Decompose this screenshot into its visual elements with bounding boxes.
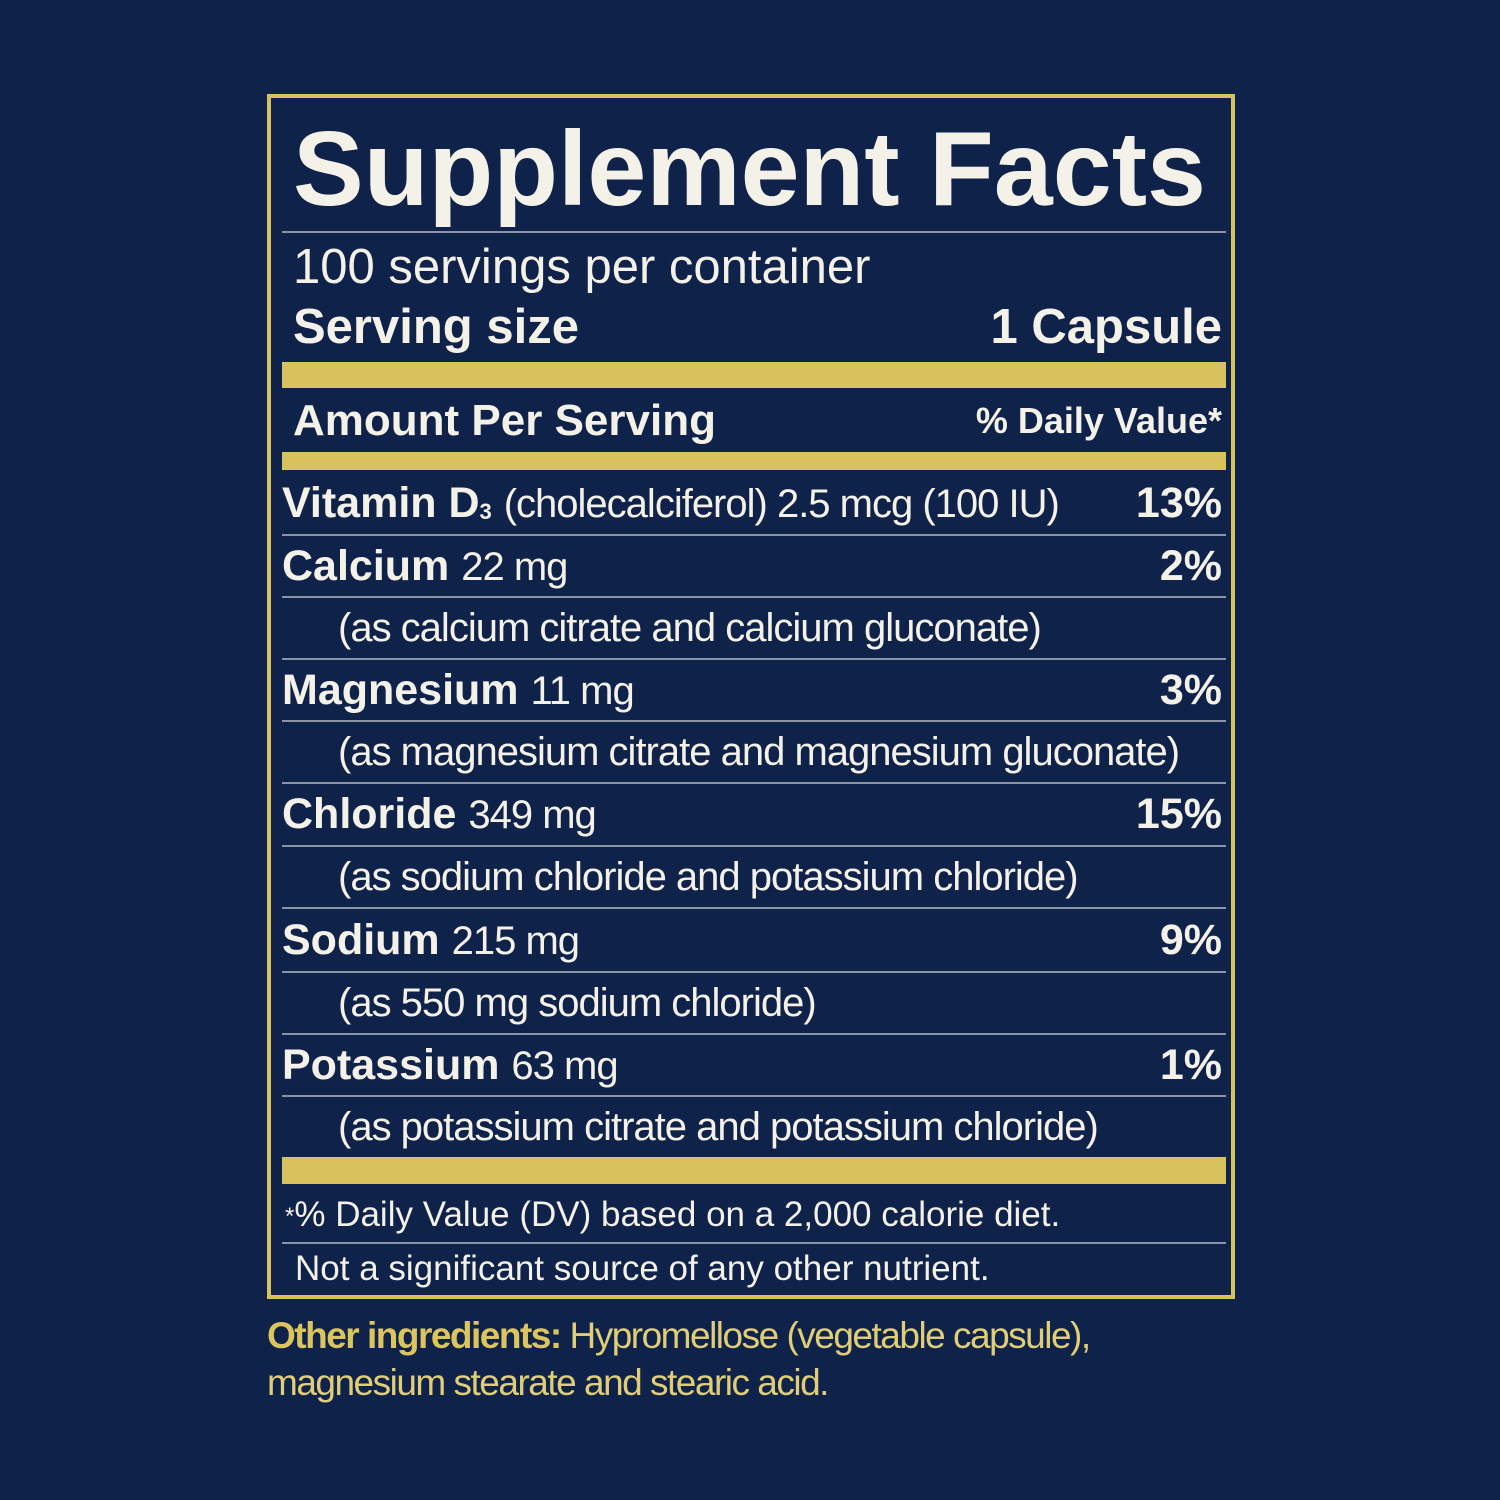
other-ingredients: Other ingredients: Hypromellose (vegetab… <box>267 1312 1257 1406</box>
gold-bar <box>282 452 1226 470</box>
nutrient-name: Chloride <box>282 789 457 838</box>
nutrient-source: (as calcium citrate and calcium gluconat… <box>338 605 1042 650</box>
daily-value-footnote: *% Daily Value (DV) based on a 2,000 cal… <box>285 1195 1061 1234</box>
nutrient-row-chloride: Chloride 349 mg 15% <box>282 784 1222 844</box>
nutrient-dv: 3% <box>1159 665 1222 714</box>
nutrient-row-sodium: Sodium 215 mg 9% <box>282 909 1222 971</box>
nutrient-source: (as sodium chloride and potassium chlori… <box>338 854 1079 899</box>
other-ingredients-text: Hypromellose (vegetable capsule), magnes… <box>267 1315 1091 1403</box>
servings-per-container: 100 servings per container <box>293 238 1222 296</box>
amount-header-row: Amount Per Serving % Daily Value* <box>293 390 1222 452</box>
serving-size-value: 1 Capsule <box>990 300 1222 354</box>
nutrient-name: Vitamin D3 <box>282 478 492 527</box>
nutrient-amount: 349 mg <box>468 792 596 837</box>
nutrient-dv: 15% <box>1135 789 1222 838</box>
nutrient-name: Calcium <box>282 541 450 590</box>
divider <box>282 231 1226 233</box>
nutrient-amount: (cholecalciferol) 2.5 mcg (100 IU) <box>503 481 1060 526</box>
other-ingredients-label: Other ingredients: <box>267 1315 562 1356</box>
nutrient-amount: 11 mg <box>530 668 635 713</box>
nutrient-name: Potassium <box>282 1040 500 1089</box>
nutrient-row-vitamin-d: Vitamin D3 (cholecalciferol) 2.5 mcg (10… <box>282 472 1222 534</box>
nutrient-source: (as 550 mg sodium chloride) <box>338 980 817 1025</box>
nutrient-dv: 13% <box>1135 478 1222 527</box>
nutrient-amount: 215 mg <box>451 918 580 963</box>
nutrient-amount: 22 mg <box>461 544 568 589</box>
serving-size-label: Serving size <box>293 300 579 354</box>
servings-text: 100 servings per container <box>293 240 871 294</box>
nutrient-row-potassium: Potassium 63 mg 1% <box>282 1035 1222 1095</box>
serving-size-row: Serving size 1 Capsule <box>293 298 1222 356</box>
nutrient-name: Sodium <box>282 915 440 964</box>
nutrient-source: (as magnesium citrate and magnesium gluc… <box>338 729 1180 774</box>
not-significant-note: Not a significant source of any other nu… <box>295 1249 990 1288</box>
amount-per-serving-label: Amount Per Serving <box>293 396 716 445</box>
nutrient-dv: 9% <box>1159 915 1222 964</box>
nutrient-row-calcium: Calcium 22 mg 2% <box>282 536 1222 596</box>
panel-title: Supplement Facts <box>293 110 1206 228</box>
supplement-facts-panel: Supplement Facts 100 servings per contai… <box>267 94 1235 1299</box>
nutrient-name: Magnesium <box>282 665 519 714</box>
gold-bar <box>282 362 1226 388</box>
nutrient-amount: 63 mg <box>511 1043 618 1088</box>
nutrient-row-magnesium: Magnesium 11 mg 3% <box>282 660 1222 720</box>
nutrient-dv: 2% <box>1159 541 1222 590</box>
nutrient-dv: 1% <box>1159 1040 1222 1089</box>
daily-value-label: % Daily Value* <box>975 400 1222 441</box>
gold-bar <box>282 1157 1226 1184</box>
nutrient-source: (as potassium citrate and potassium chlo… <box>338 1104 1099 1149</box>
